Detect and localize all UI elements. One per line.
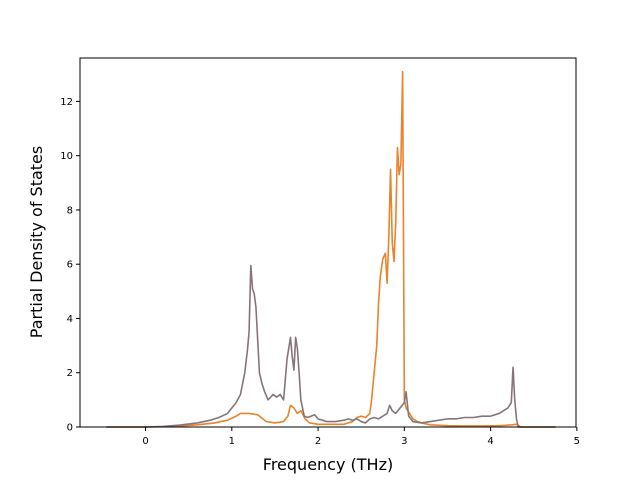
y-tick-label: 2: [67, 368, 73, 379]
x-tick-label: 5: [574, 436, 580, 447]
x-axis-ticks: 0 1 2 3 4 5: [142, 427, 580, 447]
series-layer: [105, 70, 557, 428]
x-tick-label: 0: [142, 436, 148, 447]
y-tick-label: 6: [67, 260, 73, 271]
series-line-2: [105, 264, 557, 428]
y-tick-label: 8: [67, 205, 73, 216]
x-axis-label: Frequency (THz): [263, 455, 393, 474]
x-tick-label: 2: [315, 436, 321, 447]
y-tick-label: 12: [60, 97, 73, 108]
x-tick-label: 1: [229, 436, 235, 447]
y-tick-label: 10: [60, 151, 73, 162]
y-axis-label: Partial Density of States: [27, 146, 46, 338]
y-axis-ticks: 0 2 4 6 8 10 12: [60, 97, 80, 434]
series-line-1: [105, 70, 557, 428]
x-tick-label: 3: [401, 436, 407, 447]
x-tick-label: 4: [487, 436, 493, 447]
plot-area: [80, 58, 576, 427]
y-tick-label: 4: [67, 314, 73, 325]
y-tick-label: 0: [67, 423, 73, 434]
plot-frame: [79, 57, 577, 428]
